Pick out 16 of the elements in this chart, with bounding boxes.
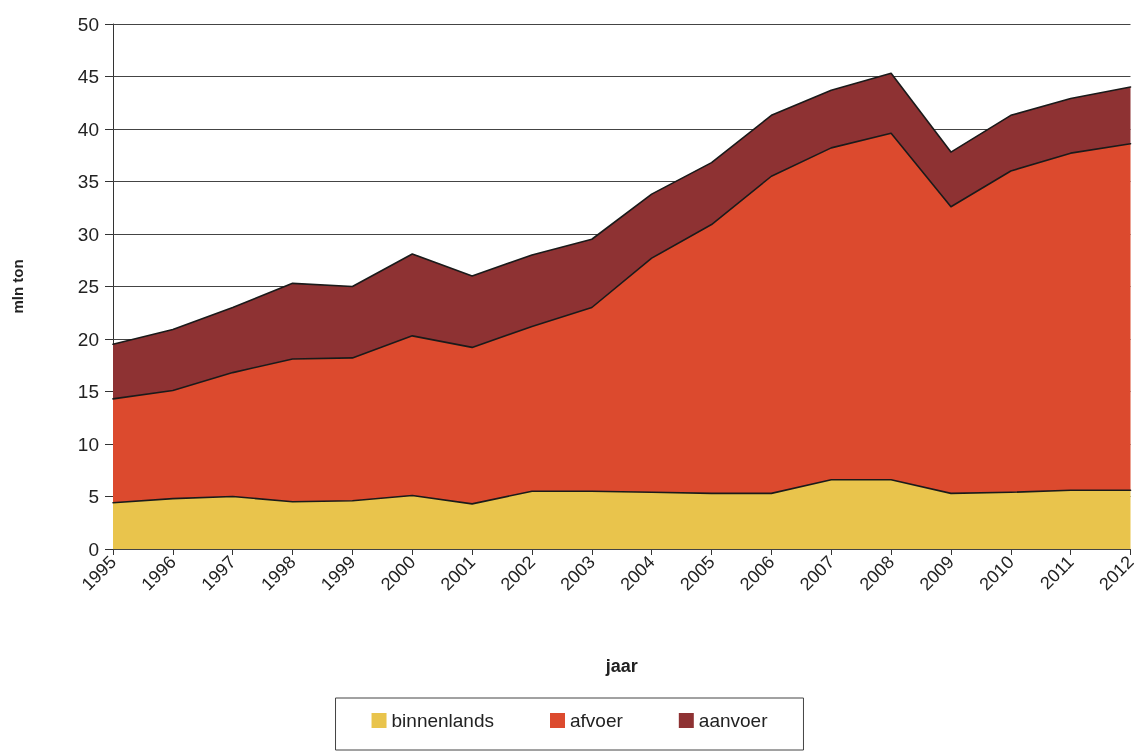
y-tick-label: 50 [77, 13, 99, 35]
legend-label: binnenlands [391, 710, 495, 731]
y-axis-title: mln ton [9, 259, 26, 314]
y-tick-label: 30 [77, 223, 99, 245]
y-tick-label: 0 [88, 538, 99, 560]
y-tick-label: 45 [77, 66, 99, 87]
y-tick-label: 40 [77, 118, 99, 140]
y-tick-label: 5 [88, 486, 99, 507]
legend-label: aanvoer [698, 710, 769, 731]
y-tick-label: 20 [77, 328, 99, 350]
y-tick-label: 10 [77, 433, 99, 455]
y-tick-label: 25 [77, 276, 99, 297]
x-axis-title: jaar [604, 656, 638, 676]
y-tick-label: 35 [77, 171, 99, 192]
legend-label: afvoer [570, 710, 624, 731]
y-tick-label: 15 [77, 381, 99, 402]
